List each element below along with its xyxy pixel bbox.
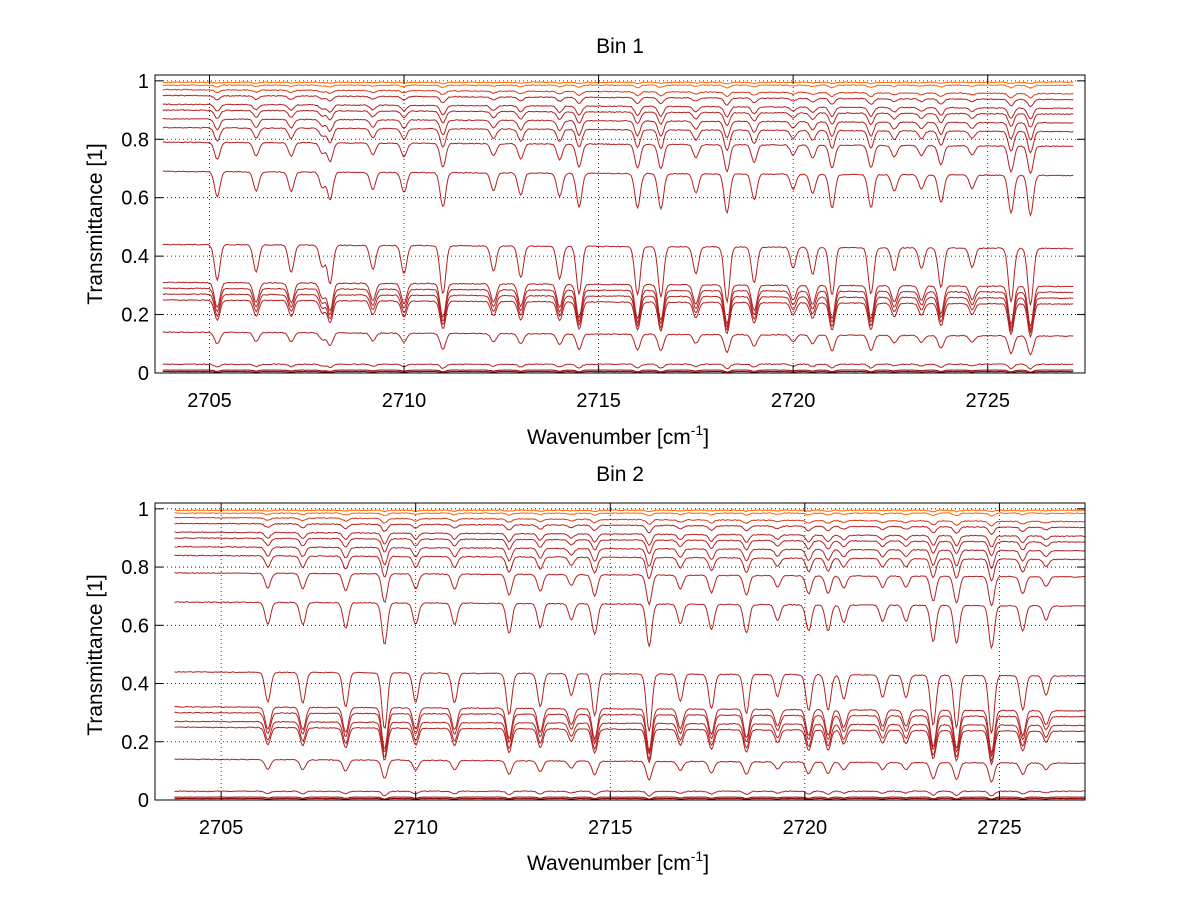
transmittance-series-line [162,363,1074,370]
transmittance-series-line [162,331,1074,356]
transmittance-series-line [174,711,1086,758]
subplot-bin-1: Bin 1 2705 2710 2715 2720 2725 0 0.2 0.4 0.6 0.8 1… [84,35,1086,449]
y-axis-label: Transmittance [1] [84,143,107,304]
x-axis-label: Wavenumber [cm-1] [527,422,709,449]
x-tick-label: 2715 [588,817,633,839]
transmittance-series-line [174,545,1086,569]
chart-title: Bin 2 [596,463,644,486]
transmittance-series-line [162,84,1074,89]
y-tick-label: 0.2 [121,732,149,754]
transmittance-series-line [162,369,1074,373]
transmittance-series-line [162,103,1074,120]
chart-title: Bin 1 [596,35,644,58]
transmittance-series-line [174,758,1086,783]
y-tick-label: 0.2 [121,305,149,327]
subplot-bin-2: Bin 2 2705 2710 2715 2720 2725 0 0.2 0.4 0.6 0.8 1… [84,463,1086,875]
y-tick-label: 0.4 [121,246,149,268]
axis-ticks: 2705 2710 2715 2720 2725 0 0.2 0.4 0.6 0.8 1 [121,499,1085,839]
y-tick-label: 1 [138,71,149,93]
transmittance-series-line [174,796,1086,800]
transmittance-series-line [162,81,1074,85]
x-tick-label: 2715 [576,390,621,412]
y-tick-label: 0.6 [121,188,149,210]
x-axis-label: Wavenumber [cm-1] [527,848,709,875]
transmittance-series-line [162,243,1074,306]
x-tick-label: 2725 [977,817,1022,839]
transmittance-series-line [174,512,1086,517]
transmittance-series-line [162,170,1074,218]
gridlines [155,75,1085,373]
x-tick-label: 2705 [199,817,244,839]
transmittance-series-line [162,370,1074,374]
transmittance-series-line [174,531,1086,548]
transmittance-series-line [162,117,1074,141]
y-tick-label: 0 [138,363,149,385]
transmittance-series-line [162,109,1074,128]
transmittance-series-line [174,790,1086,797]
x-tick-label: 2710 [393,817,438,839]
plot-area [154,502,1086,801]
x-tick-label: 2720 [771,390,816,412]
transmittance-series-line [174,516,1086,527]
transmittance-series-line [162,88,1074,99]
transmittance-series-line [162,293,1074,334]
y-tick-label: 0.8 [121,129,149,151]
transmittance-series-line [162,299,1074,339]
y-axis-label: Transmittance [1] [84,574,107,735]
transmittance-series-line [174,572,1086,607]
y-tick-label: 0.8 [121,557,149,579]
transmittance-series-line [162,94,1074,108]
x-tick-label: 2705 [187,390,232,412]
plot-area [154,74,1086,374]
transmittance-series-line [174,671,1086,734]
transmittance-series-line [174,720,1086,763]
y-tick-label: 0.4 [121,674,149,696]
gridlines [155,503,1085,800]
series-lines [174,509,1086,801]
transmittance-series-line [174,726,1086,766]
y-tick-label: 0 [138,790,149,812]
x-tick-label: 2720 [783,817,828,839]
transmittance-series-line [174,601,1086,650]
transmittance-series-line [162,281,1074,328]
transmittance-series-line [174,509,1086,513]
x-tick-label: 2725 [965,390,1010,412]
series-lines [162,81,1074,374]
x-tick-label: 2710 [382,390,427,412]
transmittance-series-line [174,705,1085,755]
transmittance-series-line [174,554,1086,582]
y-tick-label: 0.6 [121,615,149,637]
transmittance-series-line [162,126,1074,154]
transmittance-series-line [174,522,1086,536]
transmittance-series-line [174,537,1086,557]
transmittance-series-line [162,141,1074,175]
transmittance-series-line [162,287,1074,332]
y-tick-label: 1 [138,499,149,521]
axis-ticks: 2705 2710 2715 2720 2725 0 0.2 0.4 0.6 0.8 1 [121,71,1085,412]
